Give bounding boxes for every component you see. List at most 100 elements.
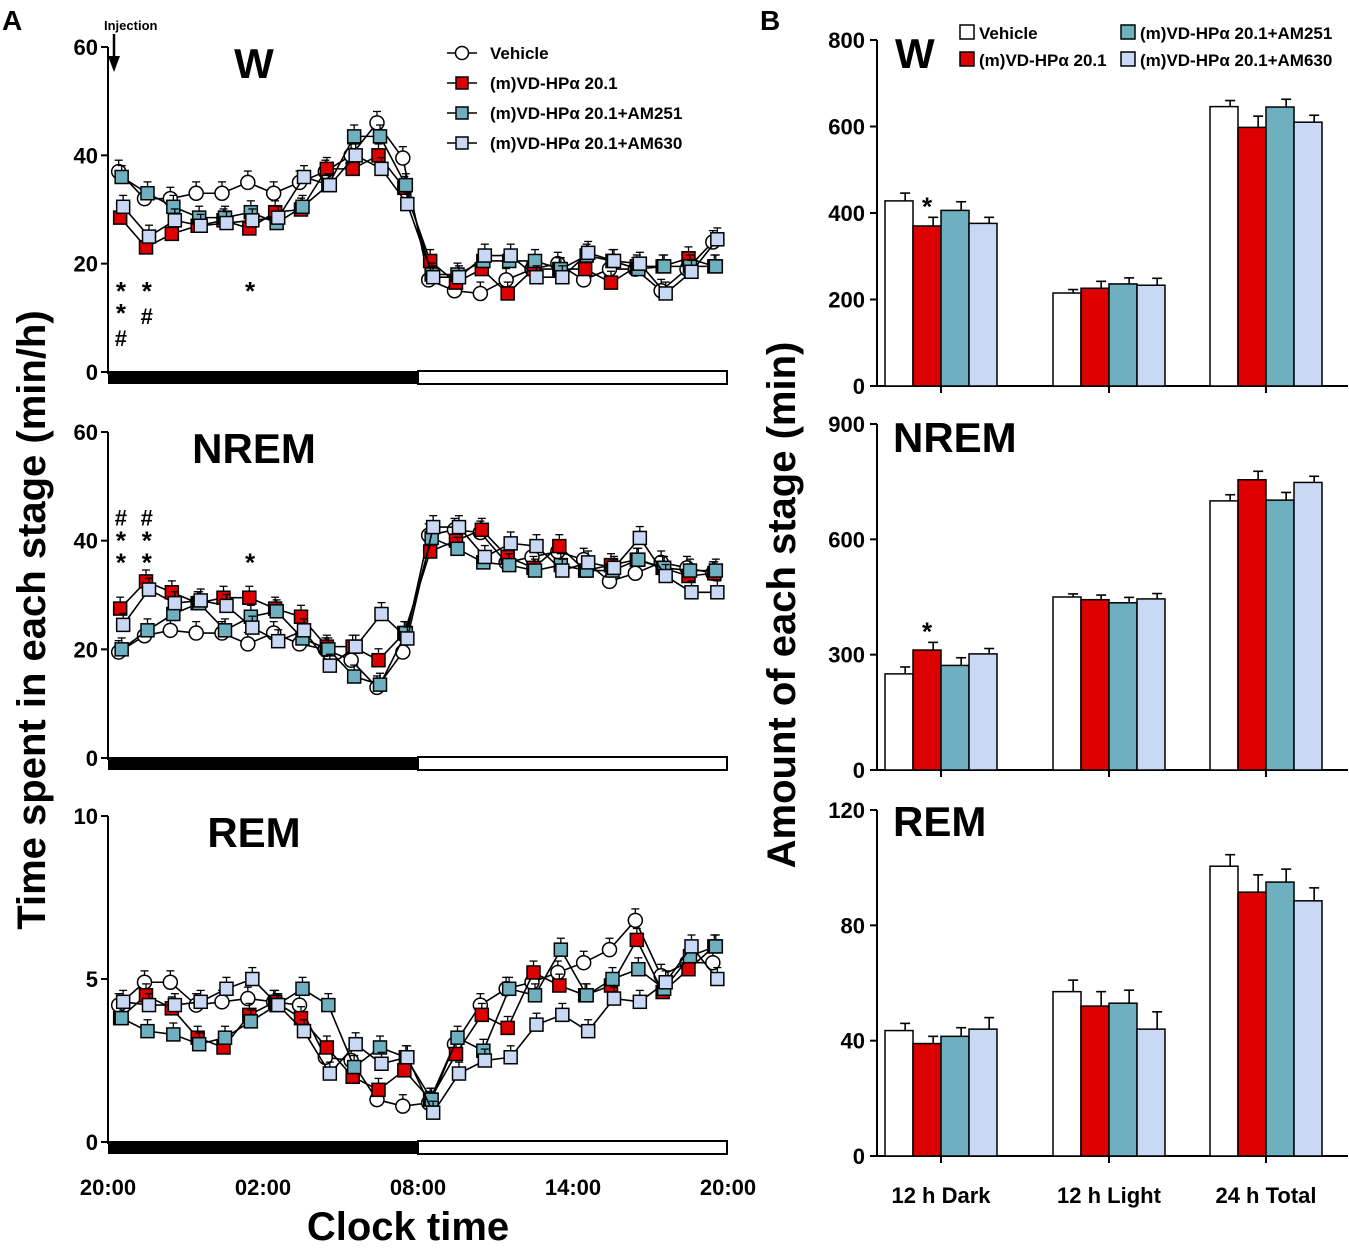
timecourse-nrem-am251-point — [269, 604, 284, 619]
totals-w-ytick-label: 400 — [828, 201, 865, 226]
timecourse-w-am630-point — [580, 245, 596, 261]
timecourse-nrem-m20-point — [371, 652, 386, 668]
totals-w-title: W — [895, 30, 935, 77]
timecourse-rem-am630-point — [555, 1007, 570, 1023]
timecourse-w-vehicle-point — [188, 185, 204, 201]
timecourse-w-am251-line — [121, 135, 716, 276]
timecourse-rem-am251-point — [166, 1027, 181, 1042]
timecourse-w-ytick-label: 20 — [74, 252, 98, 277]
timecourse-rem-m20-point — [397, 1063, 412, 1078]
timecourse-w-vehicle-point — [472, 285, 489, 302]
timecourse-nrem-am251-point — [114, 642, 129, 657]
timecourse-w-am630-point — [167, 213, 183, 228]
timecourse-nrem-significance-star: * — [142, 526, 153, 556]
timecourse-rem-vehicle-point — [395, 1098, 411, 1114]
totals-nrem-am630-bar — [1136, 598, 1166, 771]
timecourse-rem-am630-point — [580, 1023, 596, 1039]
totals-nrem-am251-bar — [1108, 602, 1138, 771]
legend-b-am630-icon — [1120, 51, 1136, 67]
timecourse-rem-am630-point — [296, 1023, 312, 1039]
timecourse-w-am630-point — [322, 177, 338, 193]
timecourse-nrem-am630-point — [348, 639, 363, 654]
legend-vehicle-icon — [454, 45, 470, 61]
timecourse-nrem-am630-point — [477, 549, 493, 565]
timecourse-w-am630-point — [296, 169, 312, 185]
timecourse-w-m20-point — [319, 161, 335, 177]
timecourse-rem-am630-point — [451, 1066, 467, 1081]
timecourse-w-am251-point — [140, 186, 155, 201]
timecourse-w-am630-point — [529, 269, 544, 285]
timecourse-nrem-m20-point — [112, 601, 128, 616]
totals-w-vehicle-bar — [1052, 292, 1082, 387]
timecourse-xtick-label: 20:00 — [80, 1175, 136, 1200]
timecourse-w-vehicle-point — [265, 185, 282, 201]
timecourse-w-am251-point — [708, 259, 724, 274]
timecourse-nrem-vehicle-point — [162, 622, 179, 639]
timecourse-rem-am630-point — [374, 1056, 389, 1072]
totals-w-ytick-label: 0 — [853, 374, 865, 399]
timecourse-nrem-am630-point — [580, 555, 596, 570]
totals-nrem-m20-bar — [1237, 478, 1267, 771]
legend-vehicle-label: Vehicle — [490, 44, 549, 63]
timecourse-w-am630-point — [245, 213, 260, 228]
timecourse-nrem-vehicle-point — [188, 625, 204, 641]
timecourse-xtick-label: 14:00 — [545, 1175, 601, 1200]
timecourse-rem-am630-point — [193, 994, 208, 1010]
timecourse-rem-am630-point — [658, 975, 673, 990]
totals-rem-am630-bar — [1293, 900, 1323, 1157]
timecourse-nrem-dark-period-bar — [108, 757, 418, 770]
timecourse-xtick-label: 08:00 — [390, 1175, 446, 1200]
timecourse-w-m20-point — [577, 261, 593, 277]
timecourse-w-ytick-label: 60 — [74, 35, 98, 60]
timecourse-rem-am630-point — [348, 1036, 363, 1052]
timecourse-rem-am251-point — [321, 997, 336, 1013]
timecourse-rem-vehicle-point — [136, 974, 153, 991]
timecourse-nrem-am630-point — [451, 519, 467, 535]
timecourse-rem-m20-point — [526, 965, 541, 980]
timecourse-w-am630-point — [684, 264, 699, 280]
injection-arrow-icon — [108, 34, 120, 72]
timecourse-nrem-am251-point — [631, 552, 646, 567]
totals-rem-ytick-label: 120 — [828, 798, 865, 823]
totals-category-label: 12 h Dark — [891, 1183, 991, 1208]
timecourse-rem-am251-point — [114, 1010, 129, 1026]
timecourse-w-dark-period-bar — [108, 371, 418, 384]
timecourse-nrem-am630-point — [503, 536, 518, 551]
timecourse-nrem-am251-point — [682, 563, 698, 578]
timecourse-nrem-am630-point — [296, 623, 312, 638]
timecourse-nrem-significance-star: * — [142, 548, 153, 578]
timecourse-rem-am630-point — [322, 1066, 338, 1081]
timecourse-w-ytick-label: 40 — [74, 143, 98, 168]
timecourse-w-am630-point — [219, 215, 234, 231]
timecourse-w-title: W — [234, 40, 274, 87]
timecourse-rem-am630-point — [632, 994, 648, 1010]
timecourse-nrem-significance-star: * — [116, 548, 127, 578]
timecourse-w-am251-point — [346, 129, 362, 144]
panel-letter-a: A — [2, 5, 22, 36]
totals-rem-title: REM — [893, 798, 986, 845]
timecourse-rem-am630-point — [141, 997, 157, 1013]
timecourse-legend: Vehicle (m)VD-HPα 20.1 (m)VD-HPα 20.1+AM… — [447, 44, 682, 153]
timecourse-rem-am630-point — [710, 971, 725, 987]
timecourse-rem-am251-point — [527, 988, 543, 1003]
timecourse-w-am251-point — [527, 253, 543, 269]
timecourse-nrem-am251-point — [346, 669, 362, 684]
legend-am630-label: (m)VD-HPα 20.1+AM630 — [490, 134, 682, 153]
timecourse-nrem-am251-line — [121, 536, 716, 686]
legend-m20-icon — [455, 76, 469, 90]
timecourse-rem-am251-point — [346, 1059, 362, 1075]
timecourse-nrem-am630-point — [529, 538, 544, 554]
totals-nrem-am251-bar — [1265, 499, 1295, 771]
totals-w-m20-bar — [1237, 126, 1267, 387]
timecourse-nrem-title: NREM — [192, 425, 316, 472]
timecourse-nrem-light-period-bar — [417, 756, 728, 771]
legend-b-am251-icon — [1120, 24, 1136, 40]
timecourse-xlabel: Clock time — [307, 1205, 509, 1247]
timecourse-rem-m20-point — [552, 978, 567, 993]
timecourse-rem-am630-point — [219, 981, 234, 997]
totals-rem-m20-bar — [1237, 891, 1267, 1157]
timecourse-nrem-significance-star: * — [116, 526, 127, 556]
timecourse-rem-am251-point — [631, 961, 646, 977]
